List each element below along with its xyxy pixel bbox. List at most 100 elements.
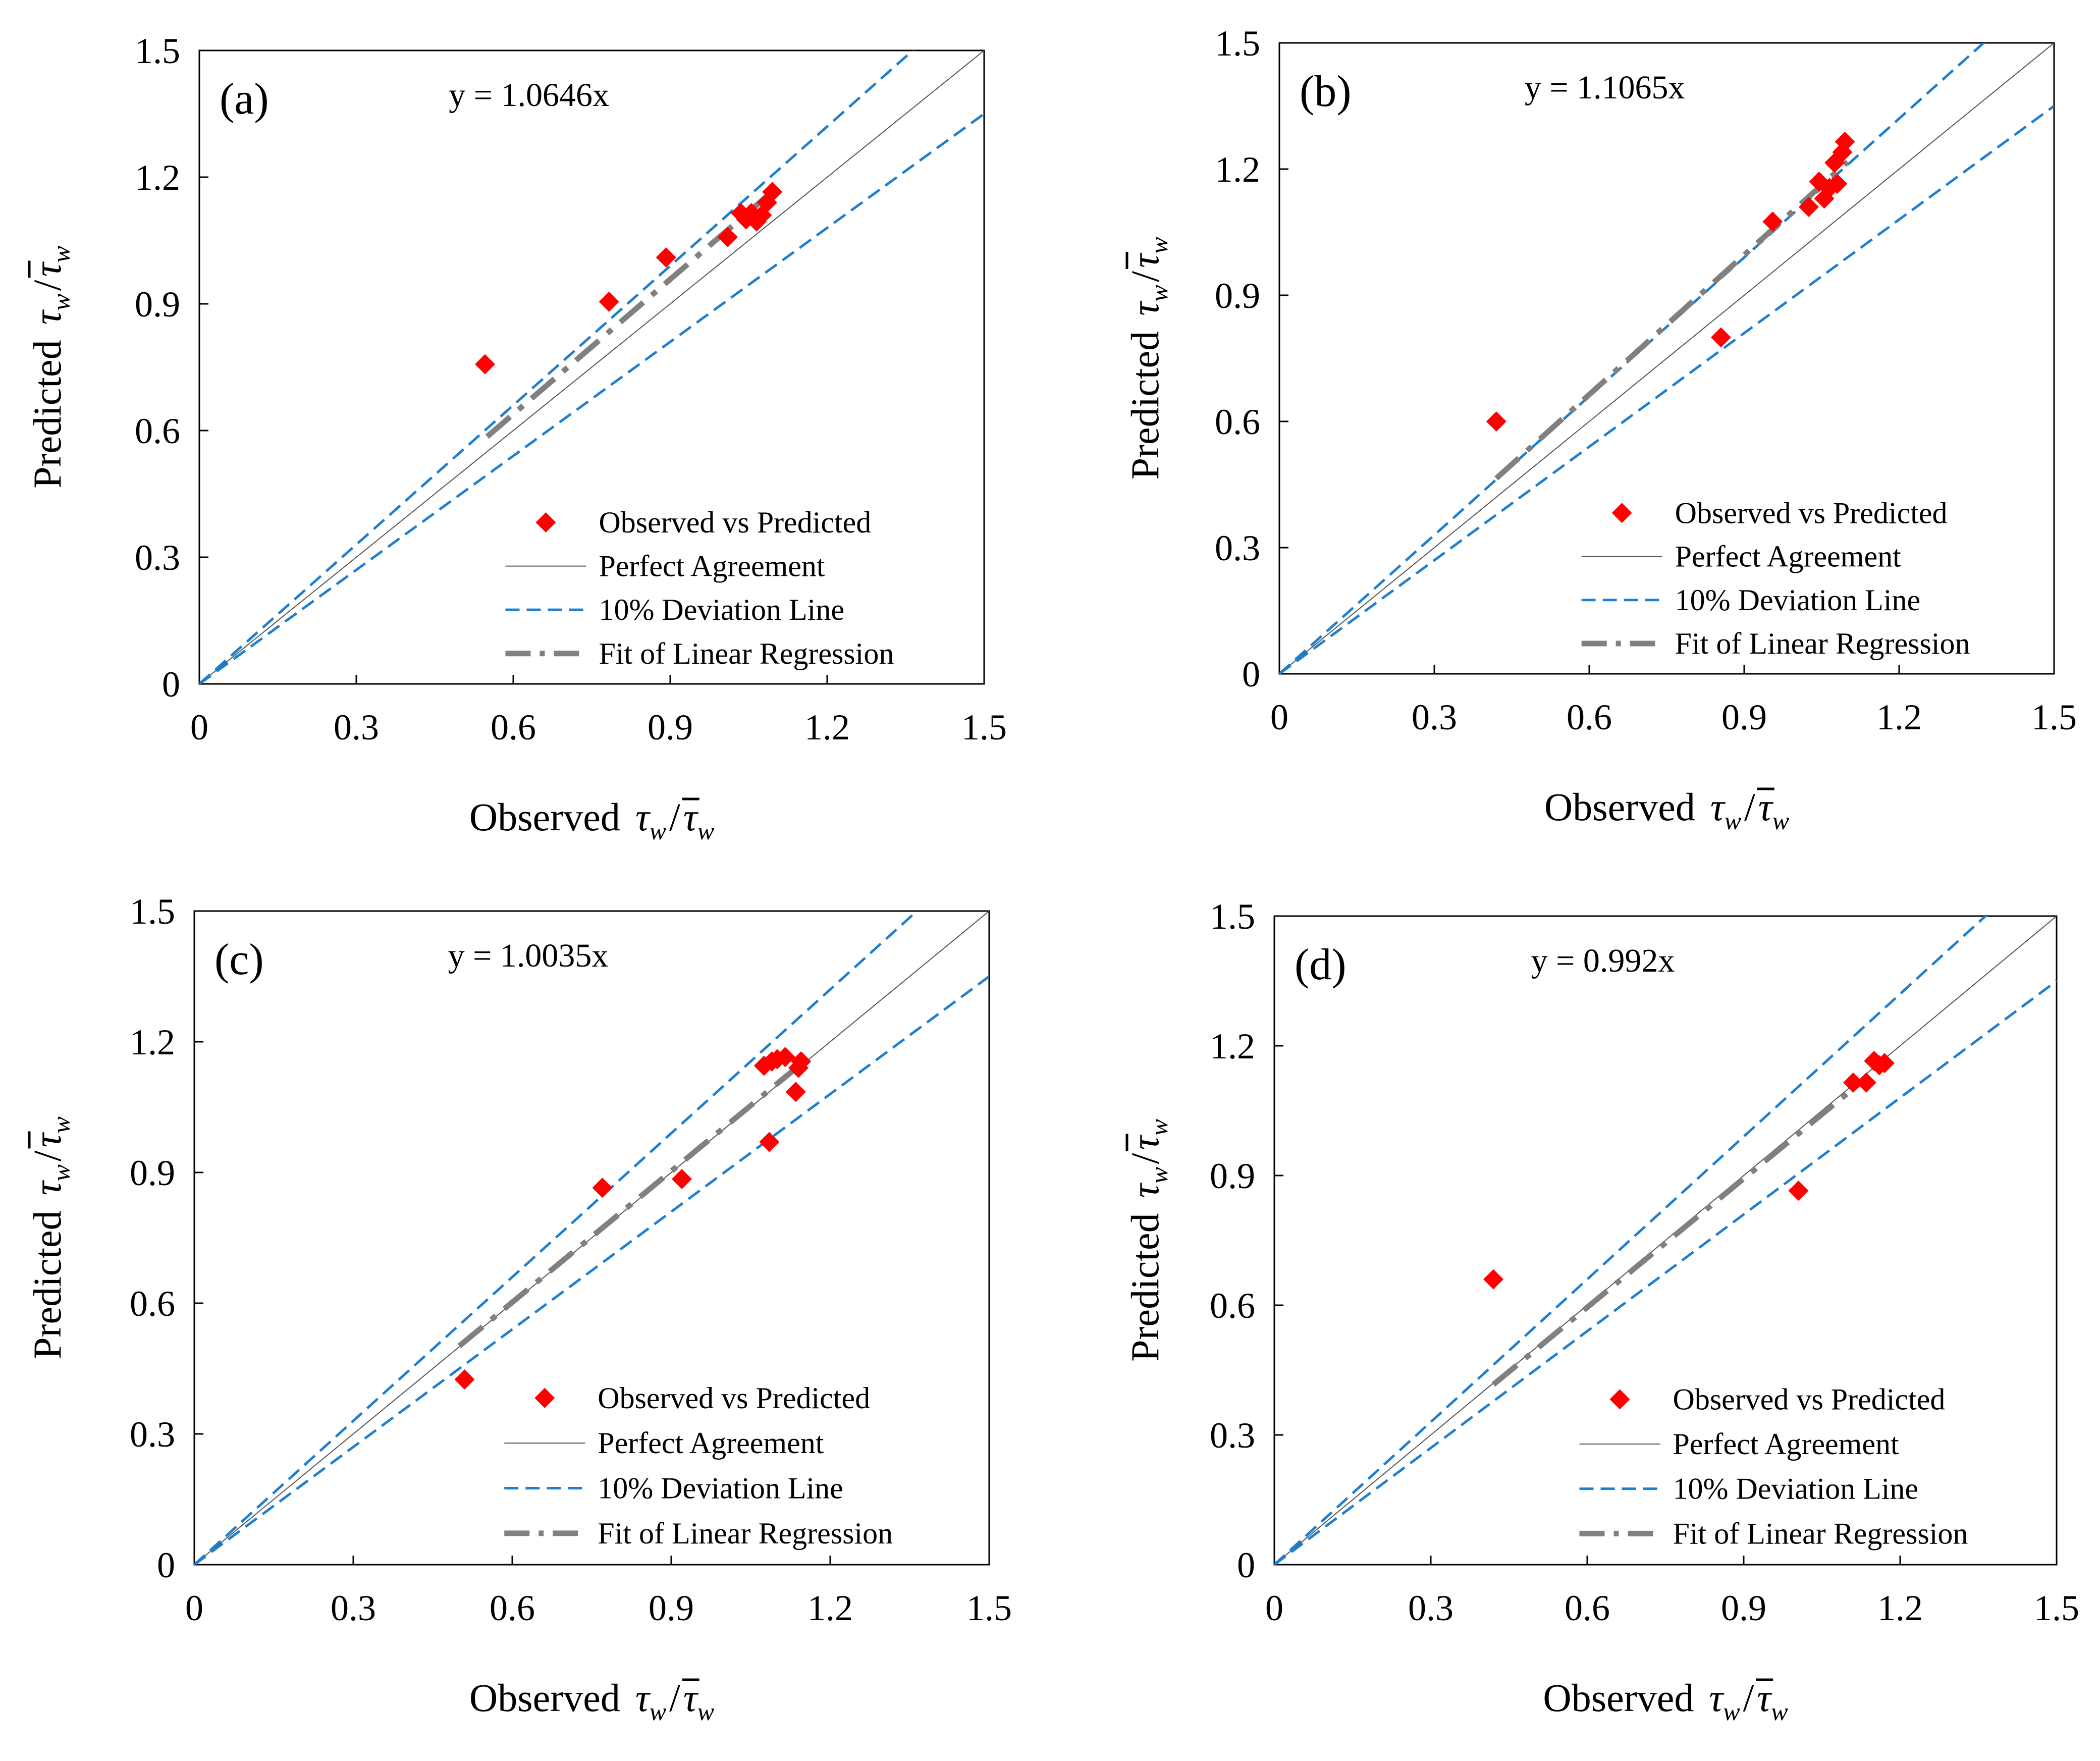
legend-regression: Fit of Linear Regression xyxy=(599,637,894,670)
svg-text:Predictedτw/τw: Predictedτw/τw xyxy=(25,1116,75,1359)
y-axis-title: Predictedτw/τw xyxy=(1123,237,1173,480)
upper-deviation-line xyxy=(194,911,919,1565)
y-tick-label: 0 xyxy=(157,1545,175,1585)
legend: Observed vs Predicted Perfect Agreement 10… xyxy=(505,506,894,670)
data-point xyxy=(785,1082,806,1102)
legend-deviation: 10% Deviation Line xyxy=(1675,583,1921,617)
panel-label: (b) xyxy=(1300,67,1352,116)
x-tick-label: 0.3 xyxy=(334,707,379,748)
y-tick-label: 0 xyxy=(1242,654,1260,695)
x-tick-label: 1.5 xyxy=(961,707,1007,748)
legend: Observed vs Predicted Perfect Agreement 10… xyxy=(1579,1382,1968,1550)
data-point xyxy=(1843,1072,1863,1093)
y-tick-label: 1.2 xyxy=(130,1022,175,1062)
lower-deviation-line xyxy=(1279,104,2054,674)
data-point xyxy=(454,1369,475,1390)
plot-frame xyxy=(198,49,985,685)
legend-observed: Observed vs Predicted xyxy=(1675,496,1948,529)
panel-label: (c) xyxy=(214,935,264,984)
data-point xyxy=(1788,1180,1809,1201)
legend-observed: Observed vs Predicted xyxy=(1673,1382,1946,1416)
lower-deviation-line xyxy=(1274,980,2057,1565)
legend-regression: Fit of Linear Regression xyxy=(1673,1517,1968,1550)
legend-marker-symbol xyxy=(535,512,556,532)
y-tick-label: 0.6 xyxy=(1210,1286,1255,1326)
x-tick-label: 1.2 xyxy=(804,707,850,748)
y-axis-title: Predictedτw/τw xyxy=(1123,1119,1173,1362)
y-tick-label: 0.9 xyxy=(130,1153,175,1193)
data-point xyxy=(592,1178,613,1198)
x-tick-label: 0 xyxy=(185,1588,203,1628)
regression-line xyxy=(485,187,777,439)
regression-equation: y = 0.992x xyxy=(1531,942,1675,979)
data-point xyxy=(656,247,676,268)
legend-marker-symbol xyxy=(1611,503,1632,523)
y-axis-title: Predictedτw/τw xyxy=(25,1116,75,1359)
panel-label: (a) xyxy=(220,75,269,124)
x-axis-title: Observed τw/τw xyxy=(469,1676,714,1726)
data-point xyxy=(788,1057,809,1078)
x-axis-title: Observed τw/τw xyxy=(1544,785,1789,835)
reference-lines xyxy=(1279,43,2054,674)
legend-perfect: Perfect Agreement xyxy=(1675,540,1901,573)
panel-label: (d) xyxy=(1295,940,1347,989)
data-point xyxy=(1874,1053,1895,1074)
regression-equation: y = 1.0035x xyxy=(448,937,609,974)
x-tick-label: 0 xyxy=(1265,1588,1283,1628)
y-tick-label: 1.2 xyxy=(1210,1026,1255,1066)
data-point xyxy=(759,1132,780,1152)
upper-deviation-line xyxy=(1279,43,1986,674)
lower-deviation-line xyxy=(194,975,989,1565)
regression-line xyxy=(1494,159,1850,481)
y-tick-label: 0.3 xyxy=(135,538,180,578)
x-tick-label: 1.2 xyxy=(1876,697,1922,737)
svg-text:Predictedτw/τw: Predictedτw/τw xyxy=(1123,237,1173,480)
data-point xyxy=(1835,131,1855,152)
data-point xyxy=(775,1047,795,1068)
perfect-agreement-line xyxy=(199,50,984,684)
panel-b: 0 0.3 0.6 0.9 1.2 1.5 0 0.3 0.6 0.9 1.2 1.5 (b) y = 1… xyxy=(1123,23,2077,835)
legend-regression: Fit of Linear Regression xyxy=(1675,627,1970,660)
legend-perfect: Perfect Agreement xyxy=(599,550,825,583)
x-tick-label: 1.5 xyxy=(966,1588,1012,1628)
y-tick-label: 0.6 xyxy=(1215,402,1260,442)
x-tick-label: 0.9 xyxy=(1721,697,1767,737)
x-tick-label: 0.3 xyxy=(331,1588,376,1628)
legend-deviation: 10% Deviation Line xyxy=(1673,1472,1919,1506)
panel-a: 0 0.3 0.6 0.9 1.2 1.5 0 0.3 0.6 0.9 1.2 1.5 (a) y = 1… xyxy=(25,31,1007,845)
upper-deviation-line xyxy=(199,50,915,684)
legend-regression: Fit of Linear Regression xyxy=(598,1517,893,1550)
x-tick-label: 0.6 xyxy=(490,1588,535,1628)
legend-perfect: Perfect Agreement xyxy=(1673,1427,1899,1461)
plot-frame xyxy=(193,910,990,1566)
x-axis-title: Observed τw/τw xyxy=(1543,1676,1788,1726)
x-tick-label: 1.5 xyxy=(2031,697,2077,737)
lower-deviation-line xyxy=(199,113,984,684)
perfect-agreement-line xyxy=(1274,916,2057,1565)
legend: Observed vs Predicted Perfect Agreement 10… xyxy=(1581,496,1970,660)
panel-c: 0 0.3 0.6 0.9 1.2 1.5 0 0.3 0.6 0.9 1.2 1.5 (c) y = 1… xyxy=(25,891,1012,1726)
x-tick-label: 0.3 xyxy=(1412,697,1457,737)
legend-deviation: 10% Deviation Line xyxy=(598,1471,843,1505)
data-point xyxy=(1827,174,1848,194)
data-point xyxy=(762,182,783,202)
regression-equation: y = 1.1065x xyxy=(1525,69,1685,106)
data-point xyxy=(1762,211,1783,232)
data-point xyxy=(1710,327,1731,348)
x-tick-label: 0.6 xyxy=(491,707,536,748)
plot-frame xyxy=(1278,42,2055,675)
x-tick-label: 0.9 xyxy=(1721,1588,1766,1628)
y-tick-label: 0.9 xyxy=(1210,1156,1255,1196)
data-point xyxy=(672,1168,692,1189)
y-tick-label: 0.6 xyxy=(130,1284,175,1324)
y-tick-label: 1.2 xyxy=(135,157,180,198)
y-tick-label: 0.9 xyxy=(135,284,180,325)
legend: Observed vs Predicted Perfect Agreement 10… xyxy=(504,1381,893,1550)
panel-d: 0 0.3 0.6 0.9 1.2 1.5 0 0.3 0.6 0.9 1.2 1.5 (d) y = 0… xyxy=(1123,896,2079,1726)
svg-text:Predictedτw/τw: Predictedτw/τw xyxy=(25,246,75,489)
